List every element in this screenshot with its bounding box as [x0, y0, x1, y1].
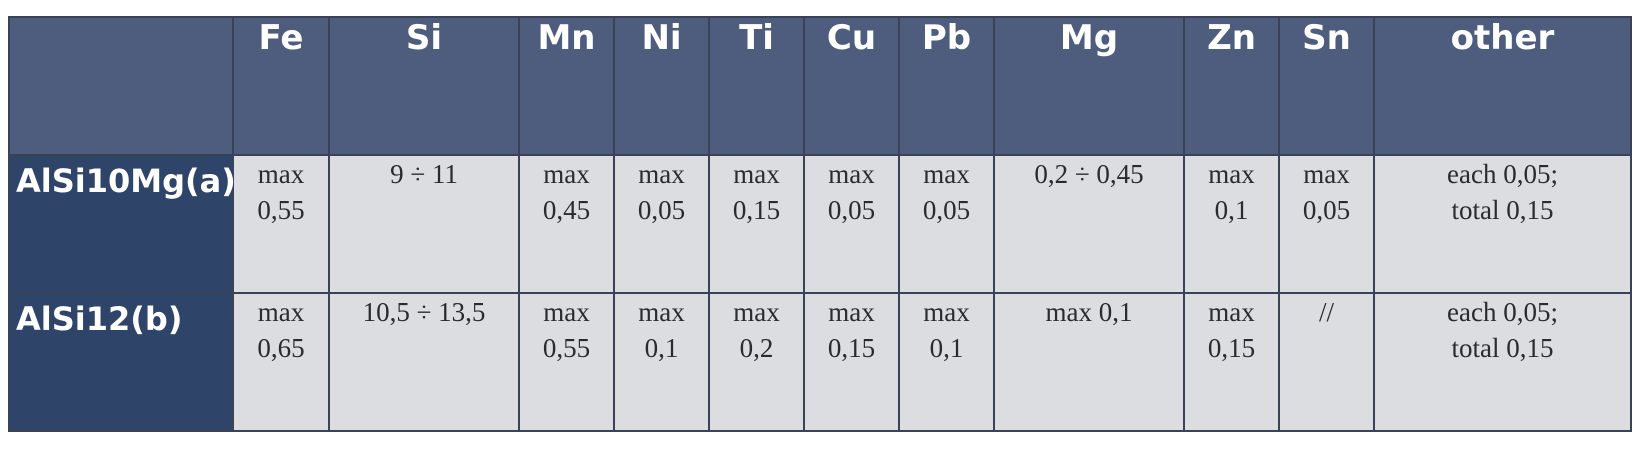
cell-value-line: 0,55 — [542, 333, 591, 363]
cell-value-line: // — [1318, 297, 1334, 327]
cell-value-line: 0,05 — [827, 195, 876, 225]
cell-value-line: max — [923, 297, 970, 327]
column-header-sn: Sn — [1278, 16, 1375, 156]
column-header-pb: Pb — [898, 16, 995, 156]
cell-pb: max 0,1 — [898, 292, 995, 432]
cell-other: each 0,05; total 0,15 — [1373, 292, 1632, 432]
cell-value-line: 0,05 — [922, 195, 971, 225]
cell-cu: max 0,15 — [803, 292, 900, 432]
cell-value-line: 0,55 — [257, 195, 305, 225]
cell-value-line: max 0,1 — [1045, 297, 1133, 327]
cell-pb: max 0,05 — [898, 154, 995, 294]
cell-value-line: max — [638, 297, 685, 327]
cell-value-line: max — [638, 159, 685, 189]
cell-value-line: total 0,15 — [1451, 333, 1554, 363]
cell-value-line: max — [257, 159, 305, 189]
cell-value-line: max — [1208, 159, 1255, 189]
cell-value-line: total 0,15 — [1451, 195, 1554, 225]
column-header-si: Si — [328, 16, 520, 156]
cell-value-line: max — [733, 297, 780, 327]
cell-mg: 0,2 ÷ 0,45 — [993, 154, 1185, 294]
cell-sn: max 0,05 — [1278, 154, 1375, 294]
cell-value-line: 9 ÷ 11 — [390, 159, 458, 189]
cell-value-line: 0,15 — [827, 333, 876, 363]
column-header-ti: Ti — [708, 16, 805, 156]
cell-value-line: 0,45 — [542, 195, 591, 225]
cell-value-line: max — [543, 297, 590, 327]
column-header-mn: Mn — [518, 16, 615, 156]
cell-other: each 0,05; total 0,15 — [1373, 154, 1632, 294]
cell-sn: // — [1278, 292, 1375, 432]
cell-ni: max 0,1 — [613, 292, 710, 432]
cell-value-line: 0,1 — [1214, 195, 1249, 225]
cell-value-line: 0,05 — [637, 195, 686, 225]
cell-value-line: 0,1 — [929, 333, 964, 363]
cell-fe: max 0,55 — [232, 154, 330, 294]
cell-value-line: max — [1208, 297, 1255, 327]
cell-value-line: 0,2 — [739, 333, 774, 363]
composition-table-container: Fe Si Mn Ni Ti Cu Pb Mg Zn Sn other AlSi… — [8, 16, 1632, 450]
cell-value-line: max — [1303, 159, 1350, 189]
cell-value-line: each 0,05; — [1447, 297, 1558, 327]
row-label: AlSi10Mg(a) — [8, 154, 236, 294]
cell-mg: max 0,1 — [993, 292, 1185, 432]
column-header-mg: Mg — [993, 16, 1185, 156]
cell-value-line: max — [828, 297, 875, 327]
cell-value-line: max — [828, 159, 875, 189]
table-row: AlSi12(b) max 0,65 10,5 ÷ 13,5 max 0,55 max 0,1… — [8, 292, 1632, 432]
cell-cu: max 0,05 — [803, 154, 900, 294]
cell-ti: max 0,15 — [708, 154, 805, 294]
header-row: Fe Si Mn Ni Ti Cu Pb Mg Zn Sn other — [8, 16, 1632, 156]
cell-si: 10,5 ÷ 13,5 — [328, 292, 520, 432]
cell-mn: max 0,45 — [518, 154, 615, 294]
cell-value-line: 0,15 — [732, 195, 781, 225]
column-header-cu: Cu — [803, 16, 900, 156]
cell-ti: max 0,2 — [708, 292, 805, 432]
column-header-ni: Ni — [613, 16, 710, 156]
cell-zn: max 0,15 — [1183, 292, 1280, 432]
cell-value-line: 0,05 — [1302, 195, 1351, 225]
cell-value-line: 10,5 ÷ 13,5 — [362, 297, 486, 327]
cell-si: 9 ÷ 11 — [328, 154, 520, 294]
table-row: AlSi10Mg(a) max 0,55 9 ÷ 11 max 0,45 max 0,05 ma… — [8, 154, 1632, 294]
cell-value-line: 0,2 ÷ 0,45 — [1034, 159, 1144, 189]
cell-mn: max 0,55 — [518, 292, 615, 432]
cell-value-line: max — [257, 297, 305, 327]
cell-value-line: 0,1 — [644, 333, 679, 363]
cell-value-line: max — [543, 159, 590, 189]
alloy-composition-table: Fe Si Mn Ni Ti Cu Pb Mg Zn Sn other AlSi… — [8, 16, 1632, 432]
cell-zn: max 0,1 — [1183, 154, 1280, 294]
row-label: AlSi12(b) — [8, 292, 234, 432]
cell-ni: max 0,05 — [613, 154, 710, 294]
column-header-zn: Zn — [1183, 16, 1280, 156]
column-header-fe: Fe — [232, 16, 330, 156]
column-header-other: other — [1373, 16, 1632, 156]
cell-value-line: max — [923, 159, 970, 189]
cell-value-line: 0,65 — [257, 333, 305, 363]
cell-fe: max 0,65 — [232, 292, 330, 432]
cell-value-line: max — [733, 159, 780, 189]
cell-value-line: 0,15 — [1207, 333, 1256, 363]
cell-value-line: each 0,05; — [1447, 159, 1558, 189]
corner-cell — [8, 16, 234, 156]
